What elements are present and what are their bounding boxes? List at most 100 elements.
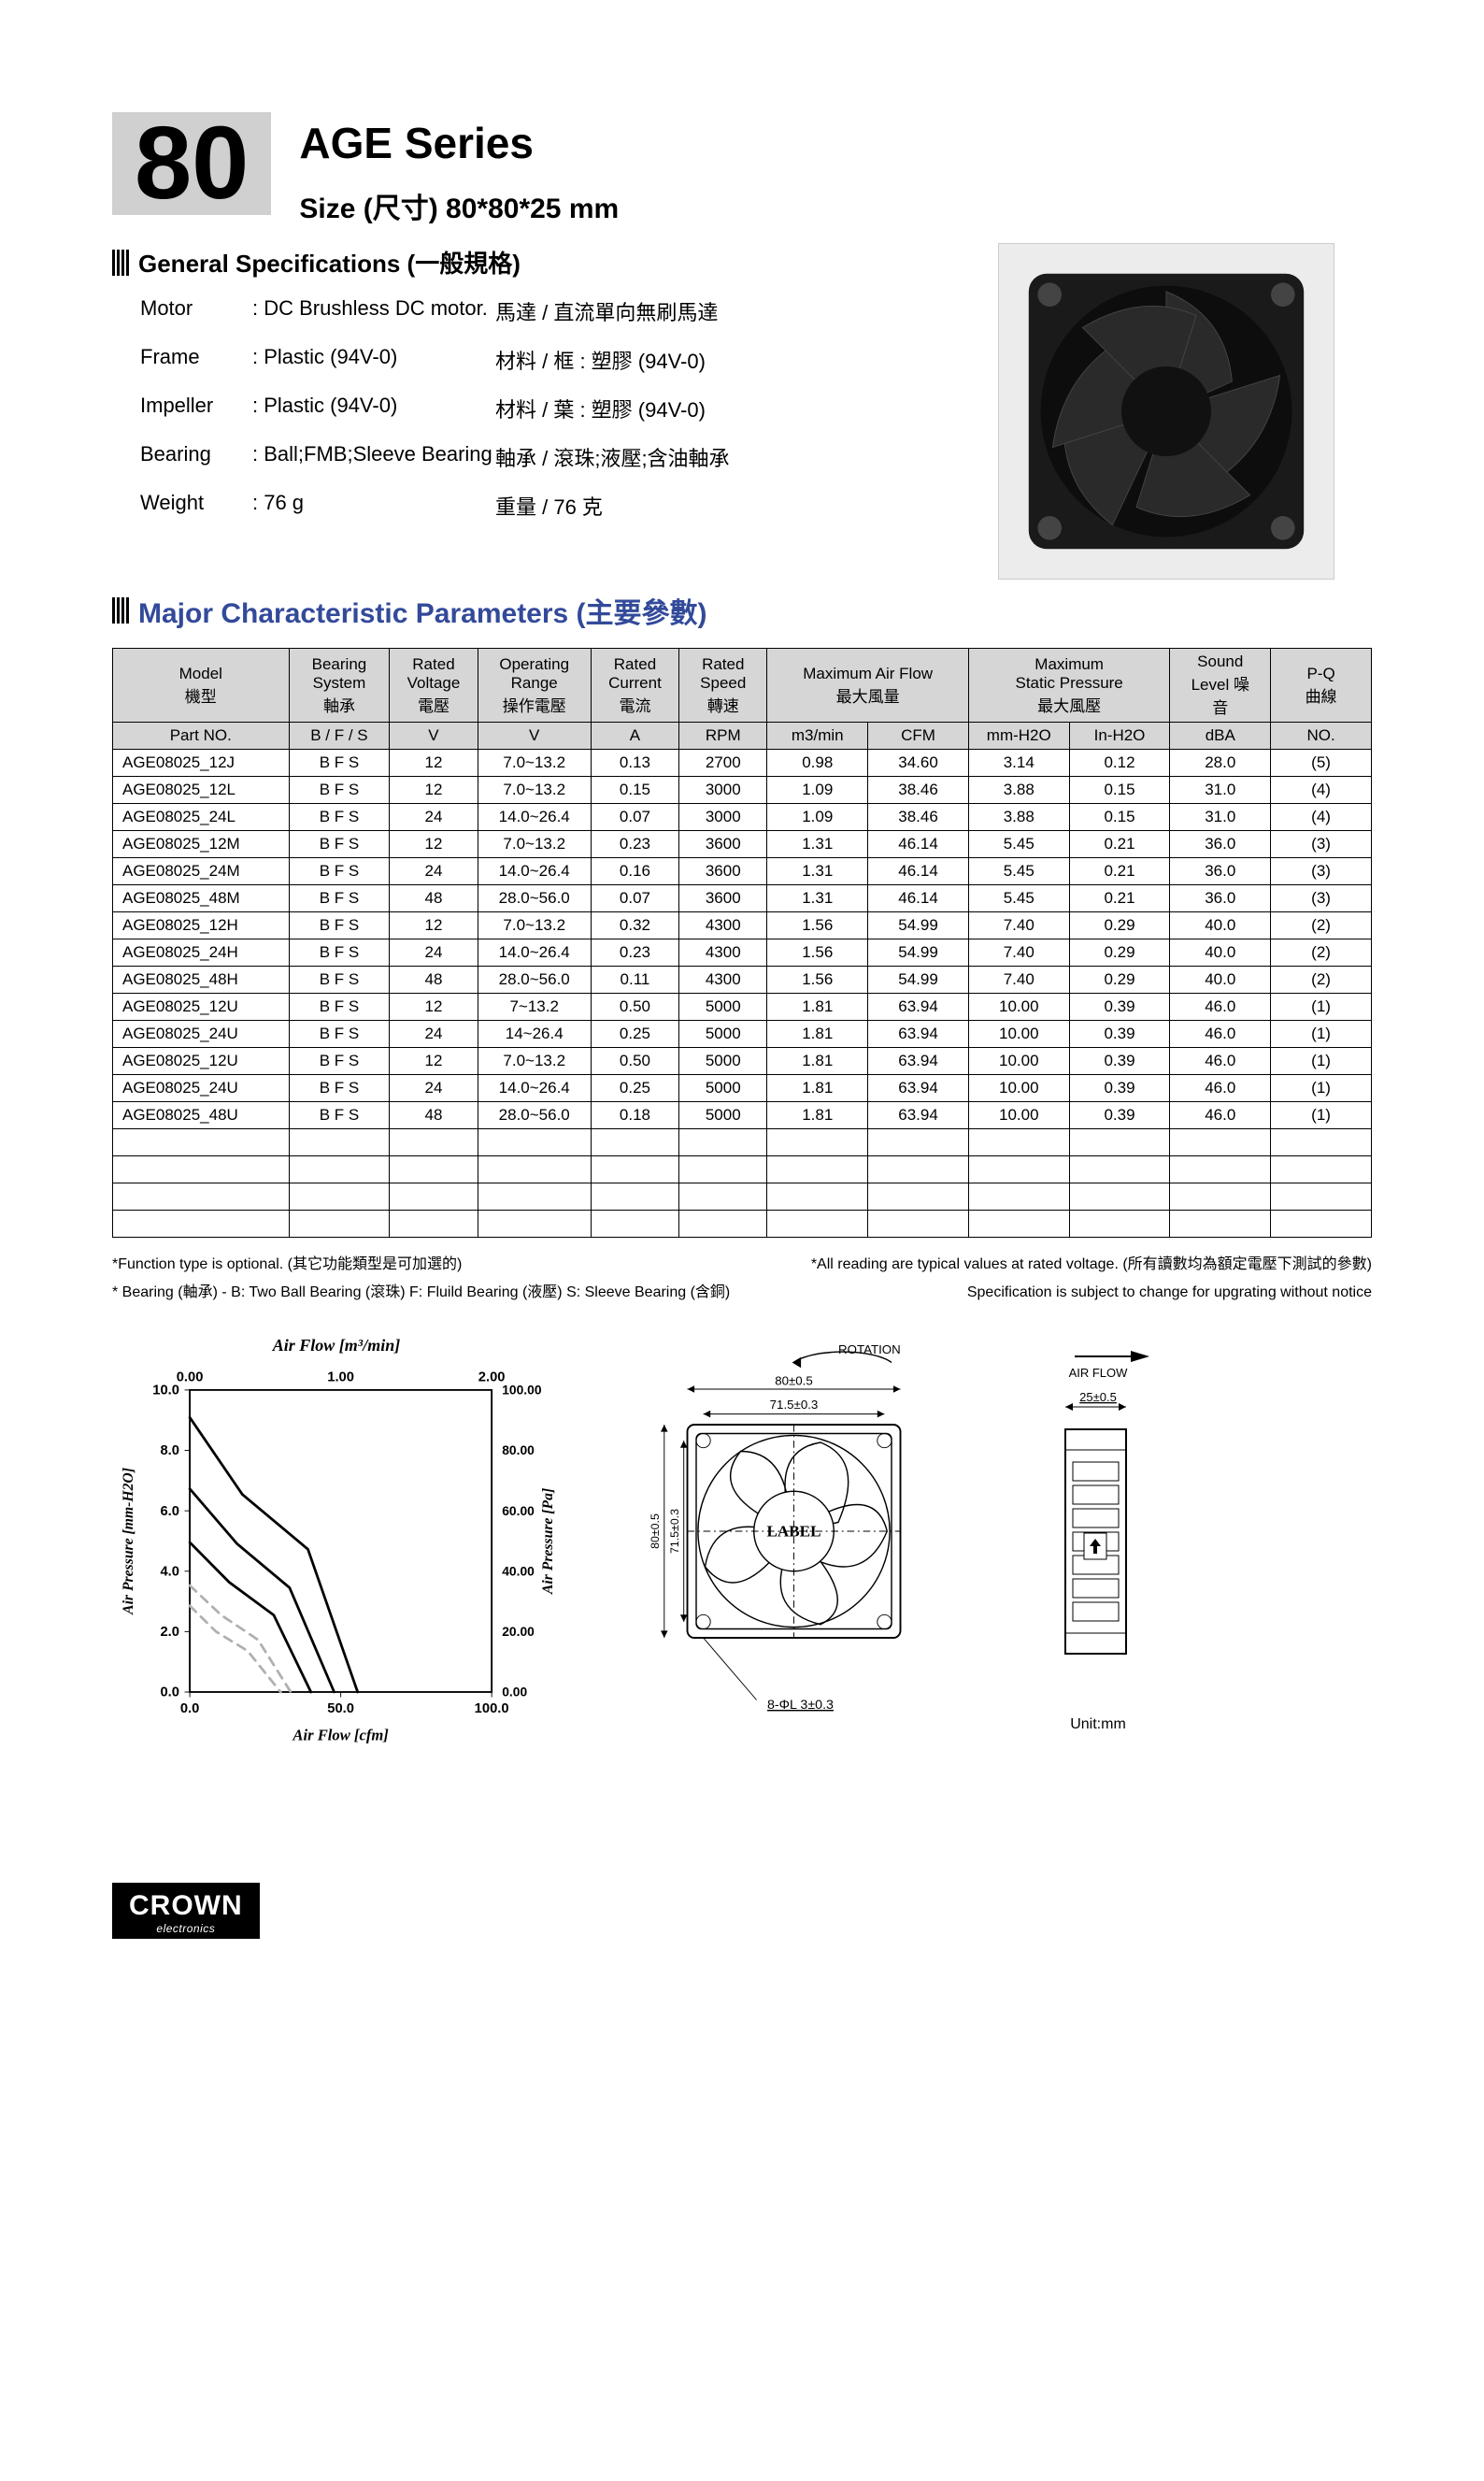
table-cell: 0.23 (591, 939, 678, 967)
table-cell: 3000 (679, 804, 767, 831)
table-cell: 63.94 (868, 1075, 969, 1102)
table-cell: 1.81 (767, 1048, 868, 1075)
table-cell: 1.81 (767, 1102, 868, 1129)
table-cell: 0.15 (1069, 777, 1170, 804)
table-row: AGE08025_48UB F S4828.0~56.00.1850001.81… (113, 1102, 1372, 1129)
table-cell: 12 (390, 1048, 478, 1075)
table-cell: 31.0 (1170, 777, 1271, 804)
section-general-specs-title: General Specifications (一般規格) (138, 245, 521, 280)
table-cell: 5000 (679, 1021, 767, 1048)
svg-text:20.00: 20.00 (502, 1624, 535, 1639)
table-cell: 34.60 (868, 750, 969, 777)
table-row (113, 1129, 1372, 1156)
spec-value: : DC Brushless DC motor. (252, 296, 495, 326)
footnotes: *Function type is optional. (其它功能類型是可加選的… (112, 1251, 1372, 1308)
svg-text:Air Pressure [Pa]: Air Pressure [Pa] (540, 1488, 556, 1595)
table-cell: 5000 (679, 994, 767, 1021)
table-cell: 54.99 (868, 912, 969, 939)
table-cell: 3.88 (968, 777, 1069, 804)
series-title: AGE Series (299, 118, 619, 168)
table-cell: AGE08025_24H (113, 939, 290, 967)
table-cell: 0.50 (591, 1048, 678, 1075)
table-cell: 48 (390, 885, 478, 912)
table-cell: (1) (1271, 1075, 1372, 1102)
svg-text:10.0: 10.0 (152, 1383, 179, 1398)
table-cell: 0.50 (591, 994, 678, 1021)
svg-text:71.5±0.3: 71.5±0.3 (668, 1509, 681, 1554)
table-unit-header: CFM (868, 723, 969, 750)
svg-text:2.00: 2.00 (478, 1370, 506, 1384)
table-cell: 7.40 (968, 967, 1069, 994)
section-marker-icon (112, 597, 129, 624)
table-unit-header: m3/min (767, 723, 868, 750)
table-cell: 63.94 (868, 994, 969, 1021)
table-cell: 0.29 (1069, 912, 1170, 939)
table-row: AGE08025_12UB F S127~13.20.5050001.8163.… (113, 994, 1372, 1021)
table-cell: 3.14 (968, 750, 1069, 777)
table-cell: AGE08025_12U (113, 994, 290, 1021)
table-cell: B F S (289, 750, 390, 777)
table-cell: 0.98 (767, 750, 868, 777)
table-row: AGE08025_12JB F S127.0~13.20.1327000.983… (113, 750, 1372, 777)
table-cell: 1.31 (767, 858, 868, 885)
footnote-2a: * Bearing (軸承) - B: Two Ball Bearing (滾珠… (112, 1279, 730, 1307)
table-row (113, 1211, 1372, 1238)
table-unit-header: V (478, 723, 591, 750)
table-cell: 10.00 (968, 1075, 1069, 1102)
table-cell: 0.25 (591, 1021, 678, 1048)
spec-label: Bearing (140, 442, 252, 472)
table-header: BearingSystem軸承 (289, 649, 390, 723)
table-cell: 4300 (679, 967, 767, 994)
table-cell: 0.23 (591, 831, 678, 858)
table-cell: 46.0 (1170, 1021, 1271, 1048)
table-header: OperatingRange操作電壓 (478, 649, 591, 723)
table-cell: B F S (289, 967, 390, 994)
parameters-table: Model機型BearingSystem軸承RatedVoltage電壓Oper… (112, 648, 1372, 1238)
table-cell: 24 (390, 939, 478, 967)
table-cell: B F S (289, 1021, 390, 1048)
table-cell: 0.21 (1069, 831, 1170, 858)
spec-zh: 材料 / 框 : 塑膠 (94V-0) (495, 345, 757, 375)
svg-text:0.0: 0.0 (180, 1701, 200, 1716)
table-cell: 1.09 (767, 804, 868, 831)
table-cell: (1) (1271, 1102, 1372, 1129)
table-cell: 5000 (679, 1048, 767, 1075)
table-cell: 0.18 (591, 1102, 678, 1129)
table-cell: B F S (289, 1075, 390, 1102)
footnote-2b: Specification is subject to change for u… (967, 1279, 1372, 1307)
table-cell: (4) (1271, 804, 1372, 831)
table-cell: 31.0 (1170, 804, 1271, 831)
table-cell: B F S (289, 777, 390, 804)
table-cell: B F S (289, 1048, 390, 1075)
table-cell: 7.0~13.2 (478, 777, 591, 804)
table-cell: 3600 (679, 831, 767, 858)
svg-text:Air Pressure [mm-H2O]: Air Pressure [mm-H2O] (121, 1468, 136, 1615)
svg-text:Unit:mm: Unit:mm (1070, 1716, 1126, 1732)
table-unit-header: Part NO. (113, 723, 290, 750)
dim-front-svg: ROTATION 80±0.5 71.5±0.3 (607, 1336, 963, 1744)
table-cell: 46.0 (1170, 1102, 1271, 1129)
table-header: RatedVoltage電壓 (390, 649, 478, 723)
table-header: RatedSpeed轉速 (679, 649, 767, 723)
table-cell: 5.45 (968, 858, 1069, 885)
table-cell: (1) (1271, 1048, 1372, 1075)
table-cell: 7~13.2 (478, 994, 591, 1021)
table-cell: 0.39 (1069, 1075, 1170, 1102)
diagrams-row: Air Flow [m³/min] 0.001.002.000.050.0100… (112, 1336, 1372, 1771)
table-cell: 14.0~26.4 (478, 804, 591, 831)
table-cell: 12 (390, 831, 478, 858)
table-cell: 48 (390, 967, 478, 994)
table-header: SoundLevel 噪音 (1170, 649, 1271, 723)
table-cell: 0.15 (591, 777, 678, 804)
table-row: AGE08025_12LB F S127.0~13.20.1530001.093… (113, 777, 1372, 804)
table-cell: 40.0 (1170, 939, 1271, 967)
table-cell: 3000 (679, 777, 767, 804)
table-unit-header: V (390, 723, 478, 750)
spec-zh: 重量 / 76 克 (495, 491, 757, 521)
table-cell: 12 (390, 912, 478, 939)
svg-text:8.0: 8.0 (160, 1443, 179, 1458)
table-cell: AGE08025_24L (113, 804, 290, 831)
table-cell: 7.40 (968, 912, 1069, 939)
table-cell: 0.21 (1069, 885, 1170, 912)
table-cell: 24 (390, 1075, 478, 1102)
